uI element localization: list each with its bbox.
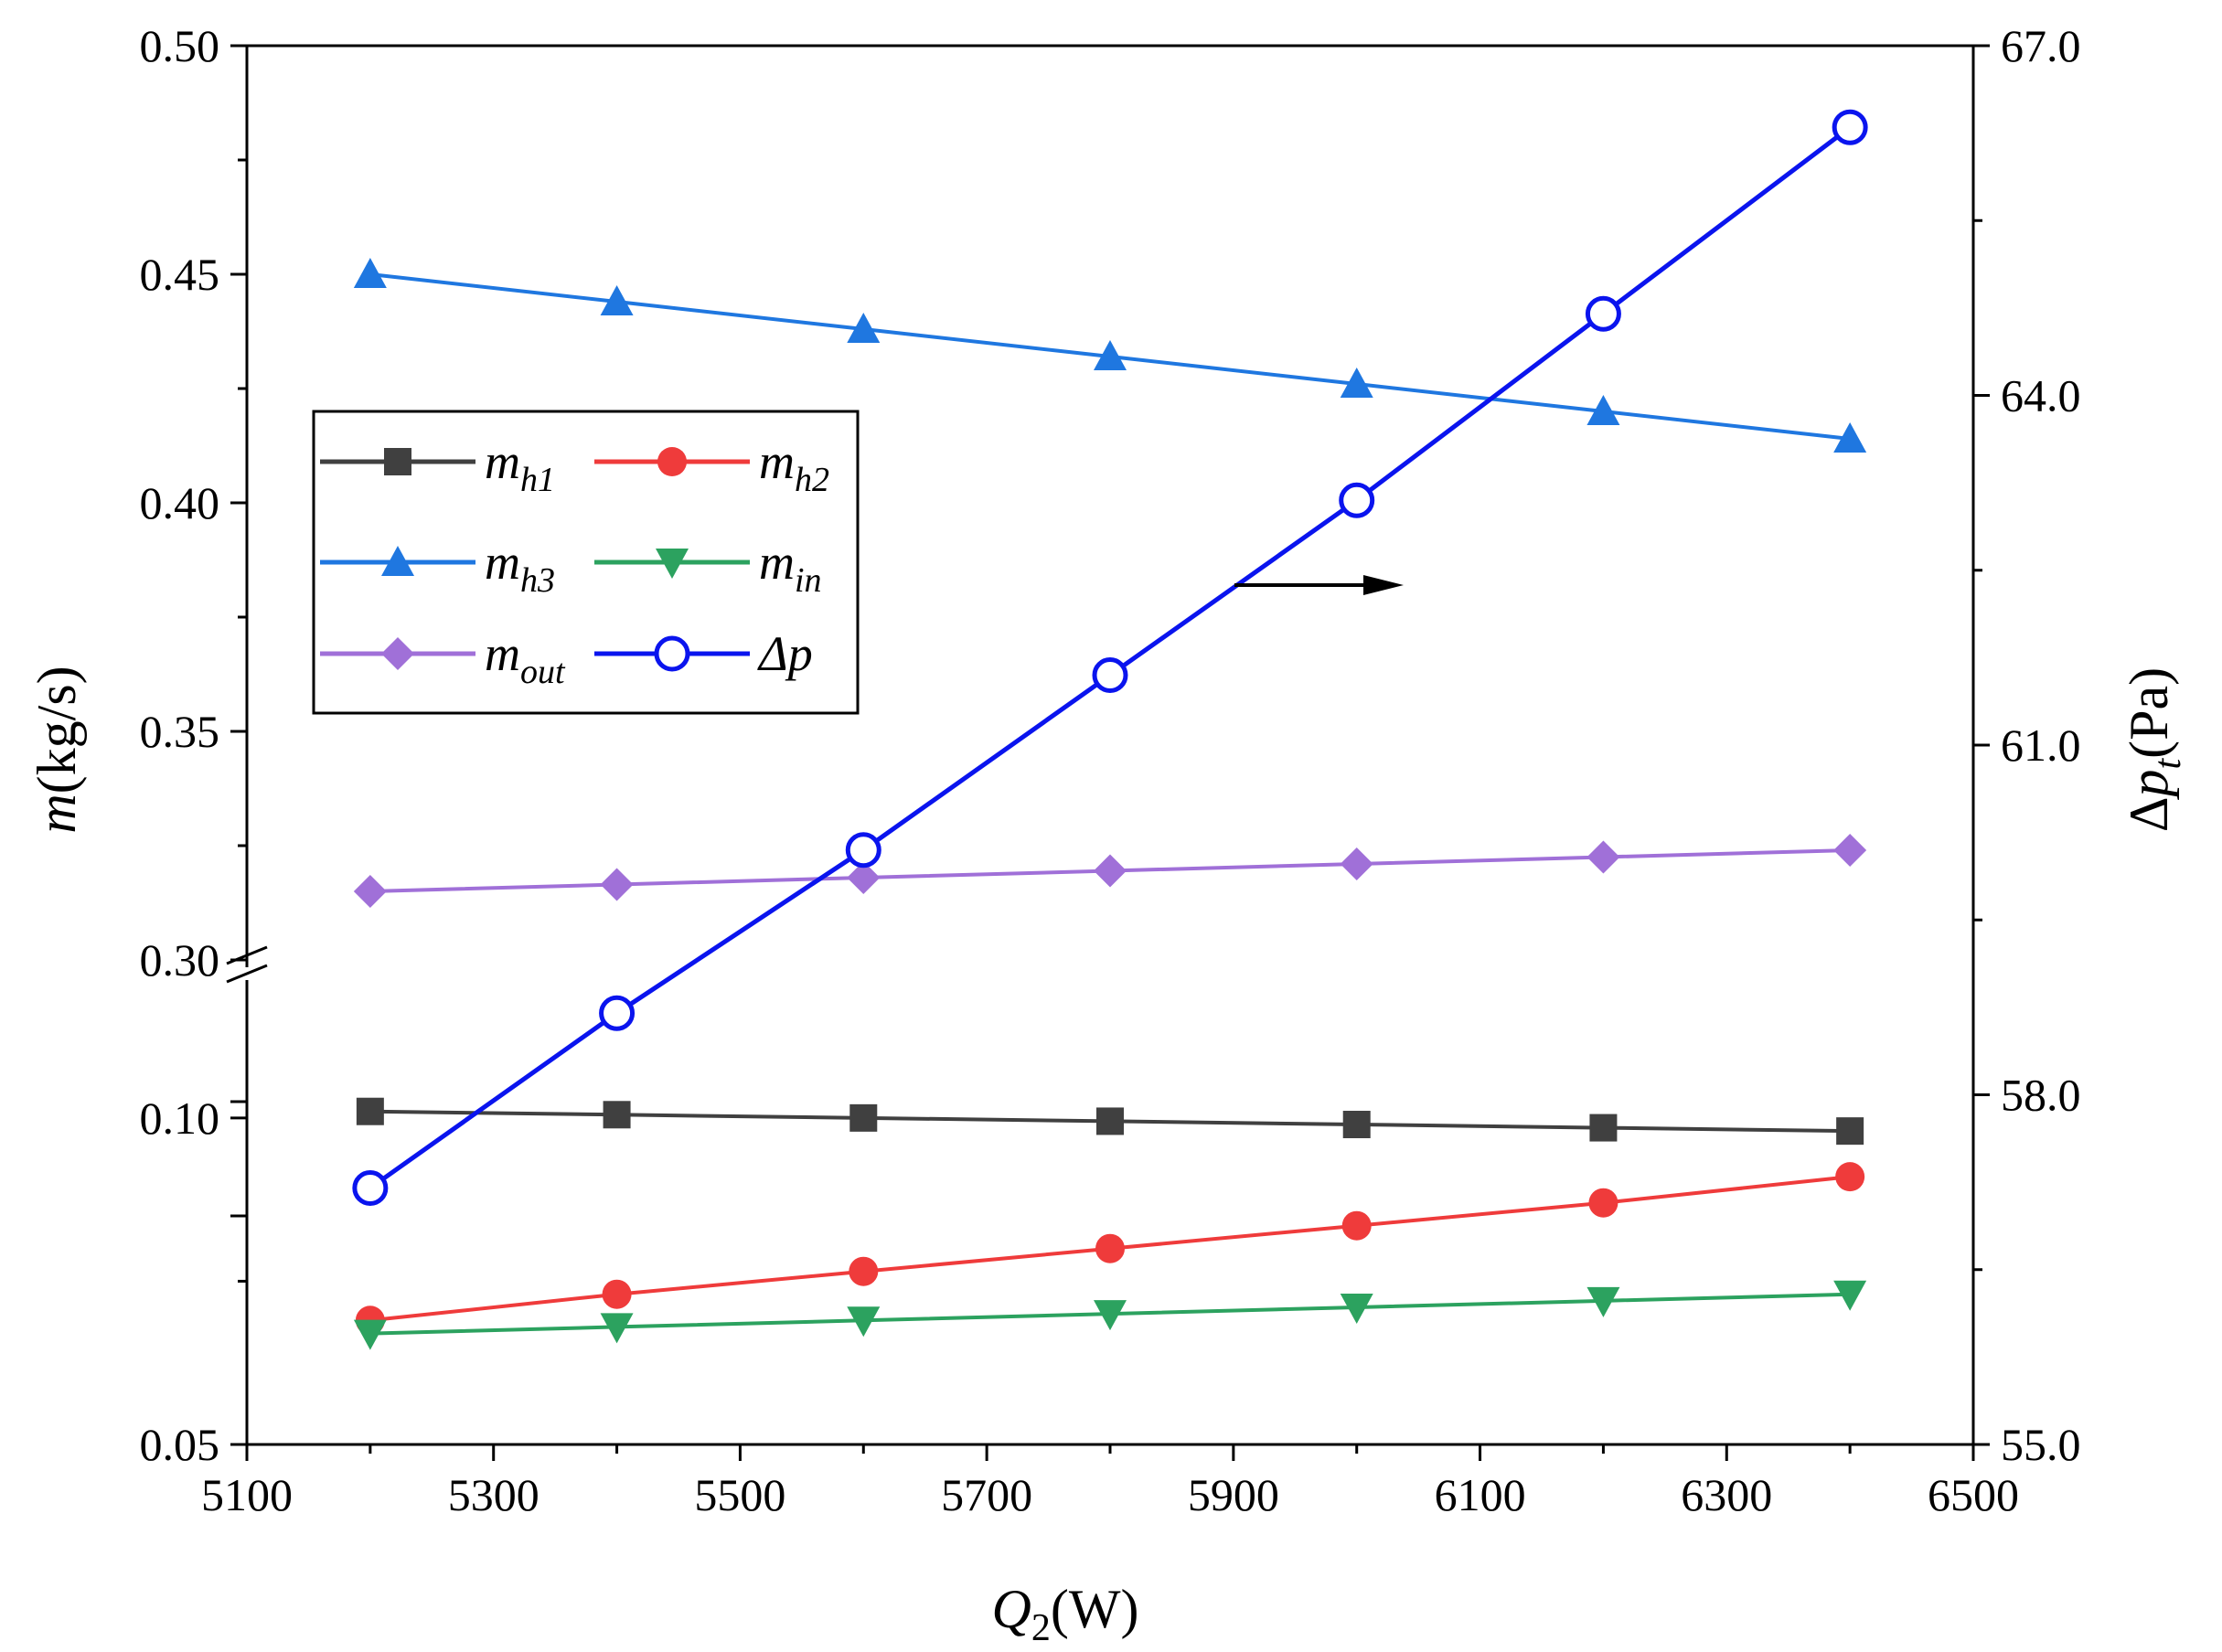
data-point [847, 313, 881, 343]
plot-frame [226, 44, 1975, 1446]
legend-entry: mout [320, 626, 566, 691]
data-point [1340, 847, 1373, 880]
y-left-tick-label: 0.40 [140, 477, 220, 528]
data-point [1586, 395, 1620, 425]
legend-label: Δp [757, 626, 813, 681]
data-point [1586, 840, 1620, 874]
data-point [602, 1279, 632, 1309]
data-point [353, 875, 387, 908]
data-point [1588, 1188, 1618, 1218]
legend-label: min [759, 535, 822, 600]
y-right-tick-label: 67.0 [2001, 20, 2081, 71]
arrow-head [1363, 575, 1404, 595]
data-point [1094, 854, 1127, 888]
legend-label: mh3 [485, 535, 555, 600]
legend: mh1 mh2 mh3 min mout Δp [312, 410, 860, 715]
x-tick-label: 6100 [1435, 1469, 1526, 1520]
axis-ticks [230, 44, 1990, 1461]
x-tick-label: 5500 [694, 1469, 785, 1520]
series-mout [353, 834, 1867, 908]
legend-marker [657, 447, 687, 476]
x-tick-label: 5300 [448, 1469, 539, 1520]
legend-entry: mh3 [320, 535, 555, 600]
legend-entry: min [594, 535, 822, 600]
legend-marker [654, 635, 690, 672]
series-min [353, 1280, 1867, 1350]
annotation-arrow [1234, 575, 1404, 595]
data-point [600, 868, 634, 901]
data-point [603, 1101, 631, 1129]
legend-entry: mh1 [320, 434, 555, 499]
data-point [847, 861, 881, 894]
y-left-axis-title: m(kg/s) [27, 666, 87, 833]
y-right-tick-label: 61.0 [2001, 719, 2081, 771]
y-left-tick-label: 0.50 [140, 20, 220, 71]
data-point [1339, 482, 1375, 518]
legend-entry: mh2 [594, 434, 829, 499]
data-point [849, 1256, 879, 1286]
data-point [1094, 340, 1127, 370]
series-mh1 [356, 1097, 1864, 1146]
data-point [353, 258, 387, 288]
tick-labels: 5100 5300 5500 5700 5900 6100 6300 6500 0.05 0.10… [140, 20, 2081, 1520]
data-point [1342, 1111, 1371, 1138]
y-left-tick-label: 0.30 [140, 934, 220, 986]
data-point [1589, 1114, 1618, 1142]
legend-marker [381, 637, 414, 670]
axis-break-mark [226, 964, 268, 984]
y-right-tick-label: 55.0 [2001, 1419, 2081, 1470]
data-point [1095, 1233, 1125, 1263]
data-point [845, 832, 881, 869]
data-point [1340, 368, 1373, 398]
legend-marker [381, 546, 414, 576]
series-p [352, 109, 1868, 1206]
legend-marker [384, 448, 411, 475]
y-right-tick-label: 64.0 [2001, 370, 2081, 421]
data-point [1340, 1294, 1373, 1324]
x-tick-label: 6500 [1928, 1469, 2019, 1520]
series-mh3 [353, 258, 1867, 453]
data-point [1833, 422, 1867, 453]
data-point [600, 1313, 634, 1344]
data-point [1092, 657, 1128, 693]
data-point [1586, 1286, 1620, 1317]
data-point [352, 1170, 389, 1206]
y-left-tick-label: 0.45 [140, 249, 220, 300]
x-tick-label: 5900 [1188, 1469, 1279, 1520]
y-left-tick-label: 0.05 [140, 1419, 220, 1470]
x-tick-label: 5100 [201, 1469, 293, 1520]
legend-marker [656, 549, 689, 579]
data-point [1833, 834, 1867, 867]
x-tick-label: 5700 [941, 1469, 1032, 1520]
data-point [1341, 1210, 1372, 1241]
data-point [1585, 295, 1621, 332]
x-axis-title: Q2(W) [992, 1579, 1139, 1649]
data-point [1835, 1162, 1865, 1192]
data-point [599, 995, 636, 1031]
data-point [1096, 1107, 1124, 1135]
legend-label: mout [485, 626, 566, 691]
series-lines [352, 109, 1868, 1350]
data-point [1094, 1300, 1127, 1331]
data-point [356, 1097, 384, 1125]
y-right-axis-title: Δpt(Pa) [2119, 667, 2189, 832]
y-left-tick-label: 0.10 [140, 1092, 220, 1144]
legend-label: mh1 [485, 434, 555, 499]
legend-label: mh2 [759, 434, 829, 499]
data-point [353, 1319, 387, 1350]
series-mh2 [355, 1162, 1865, 1336]
y-right-tick-label: 58.0 [2001, 1070, 2081, 1121]
data-point [1832, 109, 1868, 145]
y-left-tick-label: 0.35 [140, 706, 220, 757]
data-point [600, 285, 634, 315]
x-tick-label: 6300 [1681, 1469, 1772, 1520]
data-point [849, 1103, 878, 1132]
data-point [1836, 1117, 1864, 1146]
legend-entry: Δp [594, 626, 813, 681]
data-point [847, 1306, 881, 1338]
data-point [1833, 1280, 1867, 1311]
